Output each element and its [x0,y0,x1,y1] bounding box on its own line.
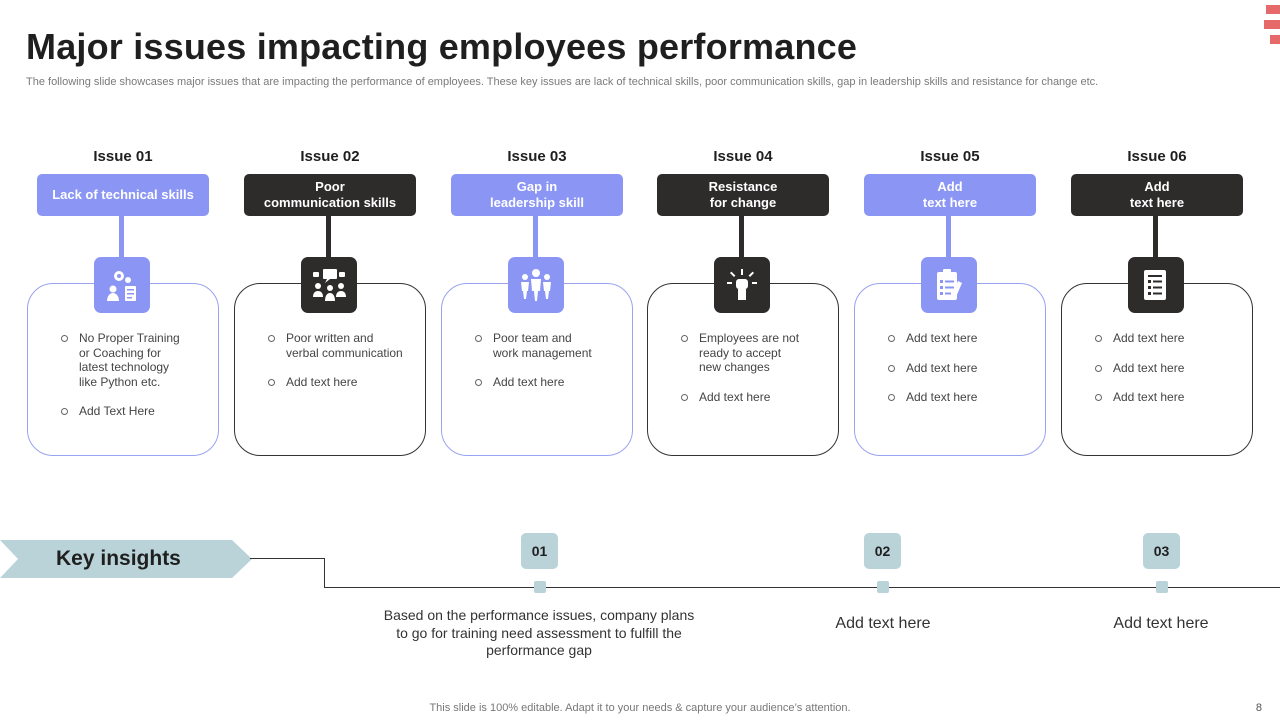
corner-decoration [1264,5,1280,50]
issue-bullets: Employees are not ready to accept new ch… [681,331,825,419]
team-communication-icon [301,257,357,313]
connector-line [946,216,951,258]
bullet-item: Add text here [475,375,619,390]
bullet-item: Add text here [1095,390,1239,405]
document-list-icon [1128,257,1184,313]
issue-card-03: Issue 03 Gap in leadership skill Poor te… [441,148,633,458]
issue-bullets: Add text here Add text here Add text her… [888,331,1032,420]
issue-heading: Issue 06 [1127,148,1187,165]
issue-label: Add text here [864,174,1036,216]
insight-text: Add text here [835,615,931,632]
page-subtitle: The following slide showcases major issu… [26,76,1099,88]
timeline-line [324,587,1280,588]
connector-line [1153,216,1158,258]
issue-heading: Issue 03 [507,148,567,165]
raised-fist-icon [714,257,770,313]
timeline-marker [1156,581,1168,593]
team-leader-icon [508,257,564,313]
bullet-item: Add text here [1095,361,1239,376]
issue-card-01: Issue 01 Lack of technical skills No Pro… [27,148,219,458]
issue-bullets: Add text here Add text here Add text her… [1095,331,1239,420]
issue-heading: Issue 01 [93,148,153,165]
issue-bullets: No Proper Training or Coaching for lates… [61,331,205,434]
issue-label: Add text here [1071,174,1243,216]
page-title: Major issues impacting employees perform… [26,26,858,67]
bullet-item: Add text here [888,361,1032,376]
connector-line [119,216,124,258]
issue-label: Lack of technical skills [37,174,209,216]
issue-bullets: Poor team and work management Add text h… [475,331,619,405]
insight-number-badge: 02 [864,533,901,569]
issue-card-02: Issue 02 Poor communication skills Poor … [234,148,426,458]
bullet-item: Add text here [1095,331,1239,346]
insight-number-badge: 01 [521,533,558,569]
training-gears-icon [94,257,150,313]
timeline-line [250,558,325,559]
bullet-item: Add text here [888,390,1032,405]
issue-card-06: Issue 06 Add text here Add text here Add… [1061,148,1253,458]
page-number: 8 [1255,702,1262,714]
bullet-item: Poor written and verbal communication [268,331,412,360]
issue-label: Poor communication skills [244,174,416,216]
bullet-item: Add text here [888,331,1032,346]
bullet-item: Add text here [268,375,412,390]
issue-heading: Issue 02 [300,148,360,165]
key-insights-banner: Key insights [0,540,252,578]
bullet-item: Employees are not ready to accept new ch… [681,331,825,375]
issue-bullets: Poor written and verbal communication Ad… [268,331,412,405]
issue-heading: Issue 04 [713,148,773,165]
insight-number-badge: 03 [1143,533,1180,569]
connector-line [326,216,331,258]
timeline-line [324,558,325,587]
timeline-marker [877,581,889,593]
issue-card-04: Issue 04 Resistance for change Employees… [647,148,839,458]
bullet-item: Add text here [681,390,825,405]
bullet-item: No Proper Training or Coaching for lates… [61,331,205,389]
issue-heading: Issue 05 [920,148,980,165]
footer-note: This slide is 100% editable. Adapt it to… [429,702,851,714]
issue-label: Gap in leadership skill [451,174,623,216]
clipboard-checklist-icon [921,257,977,313]
insight-text: Based on the performance issues, company… [383,607,695,658]
connector-line [533,216,538,258]
bullet-item: Add Text Here [61,404,205,419]
issue-label: Resistance for change [657,174,829,216]
connector-line [739,216,744,258]
insight-text: Add text here [1113,615,1209,632]
bullet-item: Poor team and work management [475,331,619,360]
issue-box [1061,283,1253,456]
timeline-marker [534,581,546,593]
issue-card-05: Issue 05 Add text here Add text here Add… [854,148,1046,458]
